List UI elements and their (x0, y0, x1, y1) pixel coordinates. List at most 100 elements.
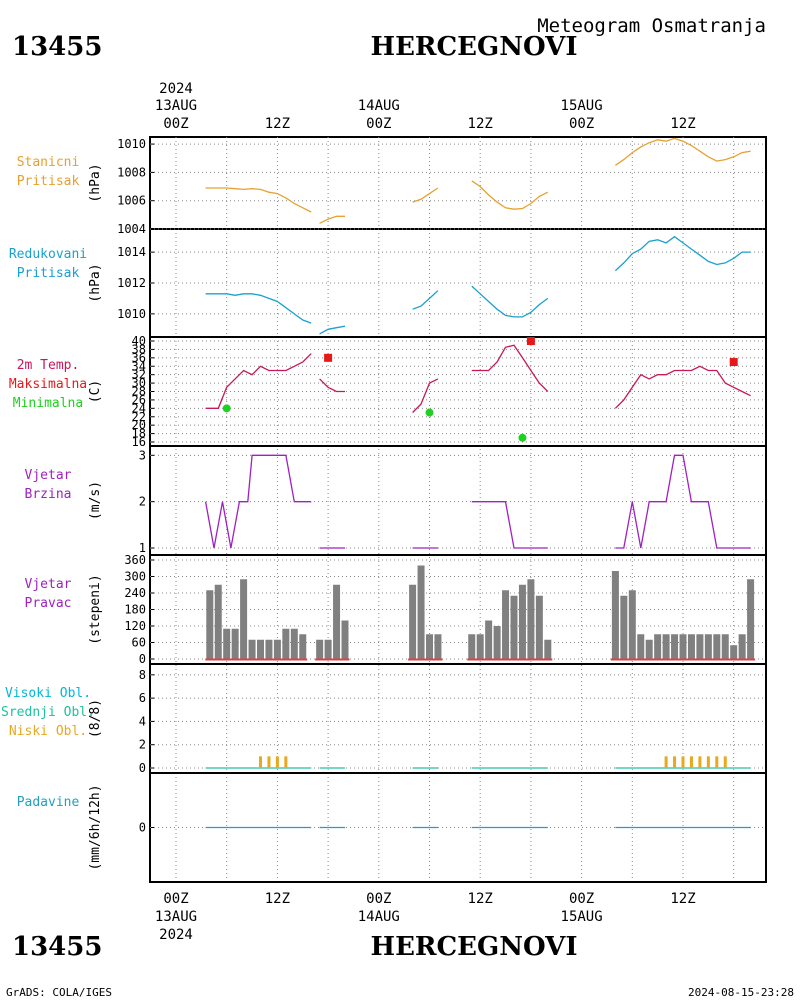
panel-label: Maksimalna (9, 377, 87, 392)
panel-label: Stanicni (17, 155, 80, 170)
bottom-hour-label: 00Z (366, 891, 391, 907)
y-axis-label: (m/s) (88, 481, 103, 520)
low-cloud-bar (284, 756, 288, 768)
direction-bar (316, 639, 324, 659)
y-tick-label: 6 (139, 691, 146, 705)
panel-label: Visoki Obl. (5, 686, 91, 701)
y-tick-label: 4 (139, 714, 146, 728)
station-id: 13455 (12, 32, 102, 62)
direction-bar (535, 595, 543, 659)
low-cloud-bar (698, 756, 702, 768)
low-cloud-bar (689, 756, 693, 768)
station-pressure-line (205, 187, 312, 213)
bottom-hour-label: 12Z (468, 891, 493, 907)
y-tick-label: 22 (132, 410, 146, 424)
panel-reduced-pressure: Redukovani Pritisak (hPa) 1010 1012 1014 (9, 235, 766, 338)
top-time-axis: 13AUG 00Z 12Z 14AUG 00Z 12Z 15AUG 00Z 12Z (155, 98, 696, 132)
low-cloud-bar (723, 756, 727, 768)
direction-bar (231, 628, 239, 659)
panel-label: Niski Obl. (9, 724, 87, 739)
direction-bar (645, 639, 653, 659)
panel-station-pressure: Stanicni Pritisak (hPa) 1004 1006 1008 1010 (17, 137, 766, 236)
direction-bar (527, 579, 535, 659)
y-tick-label: 0 (139, 652, 146, 666)
y-tick-label: 16 (132, 435, 146, 449)
direction-bar (510, 595, 518, 659)
y-tick-label: 3 (139, 448, 146, 462)
direction-bar (273, 639, 281, 659)
low-cloud-bar (259, 756, 262, 768)
y-axis-label: (C) (88, 380, 103, 403)
direction-bar (341, 620, 349, 659)
footer-station-id: 13455 (12, 932, 102, 962)
footer-station-name: HERCEGNOVI (371, 932, 578, 962)
y-tick-label: 180 (124, 603, 146, 617)
y-tick-label: 32 (132, 368, 146, 382)
y-tick-label: 36 (132, 351, 146, 365)
panel-label: Redukovani (9, 247, 87, 262)
y-tick-label: 20 (132, 418, 146, 432)
station-pressure-line (319, 215, 345, 224)
panel-wind-direction: Vjetar Pravac (stepeni) 0 60 120 180 240 300 360 (25, 553, 766, 666)
y-tick-label: 30 (132, 376, 146, 390)
direction-bar (687, 634, 695, 659)
y-tick-label: 1006 (117, 194, 146, 208)
direction-bar (611, 571, 619, 659)
panel-clouds: Visoki Obl. Srednji Obl. Niski Obl. (8/8) 0 2… (1, 668, 766, 775)
panel-label: Minimalna (13, 396, 83, 411)
panel-label: Pritisak (17, 174, 80, 189)
panel-label: Vjetar (25, 577, 72, 592)
direction-bar (502, 590, 510, 659)
y-tick-label: 34 (132, 359, 146, 373)
panel-label: 2m Temp. (17, 358, 80, 373)
top-hour-label: 00Z (569, 116, 594, 132)
temperature-line (412, 378, 439, 413)
low-cloud-bar (275, 756, 279, 768)
max-temp-marker (324, 353, 333, 362)
station-pressure-line (615, 137, 751, 166)
direction-bar (654, 634, 662, 659)
reduced-pressure-line (319, 325, 346, 335)
direction-bar (468, 634, 476, 659)
direction-bar (223, 628, 231, 659)
direction-bar (417, 565, 425, 659)
wind-speed-line (204, 454, 312, 549)
reduced-pressure-line (412, 290, 439, 310)
top-date-label: 14AUG (358, 98, 400, 114)
panel-label: Srednji Obl. (1, 705, 95, 720)
direction-bar (257, 639, 264, 659)
grid-layer (149, 136, 767, 883)
top-hour-label: 12Z (265, 116, 290, 132)
y-tick-label: 38 (132, 342, 146, 356)
temperature-line (614, 365, 751, 409)
station-pressure-line (471, 180, 549, 210)
direction-bar (704, 634, 712, 659)
panel-label: Vjetar (25, 468, 72, 483)
max-temp-marker (729, 358, 738, 367)
direction-bar (620, 595, 628, 659)
y-tick-label: 1 (139, 541, 146, 555)
bottom-date-label: 14AUG (358, 909, 400, 925)
y-tick-label: 120 (124, 619, 146, 633)
y-tick-label: 1014 (117, 245, 146, 259)
y-tick-label: 300 (124, 570, 146, 584)
y-tick-label: 0 (139, 761, 146, 775)
bottom-hour-label: 12Z (265, 891, 290, 907)
bottom-date-label: 13AUG (155, 909, 197, 925)
y-tick-label: 240 (124, 586, 146, 600)
y-tick-label: 1010 (117, 137, 146, 151)
y-tick-label: 2 (139, 495, 146, 509)
bottom-year: 2024 (159, 927, 193, 943)
temperature-line (205, 353, 312, 409)
direction-bar (662, 634, 670, 659)
panel-label: Pritisak (17, 266, 80, 281)
direction-bar (518, 584, 526, 659)
product-title: Meteogram Osmatranja (537, 15, 766, 37)
reduced-pressure-line (614, 235, 751, 272)
direction-bar (434, 634, 442, 659)
direction-bar (485, 620, 493, 659)
bottom-time-axis: 00Z 13AUG 12Z 00Z 14AUG 12Z 00Z 15AUG 12Z (155, 891, 696, 925)
low-cloud-bar (673, 756, 677, 768)
y-tick-label: 24 (132, 401, 146, 415)
direction-bar (476, 634, 484, 659)
